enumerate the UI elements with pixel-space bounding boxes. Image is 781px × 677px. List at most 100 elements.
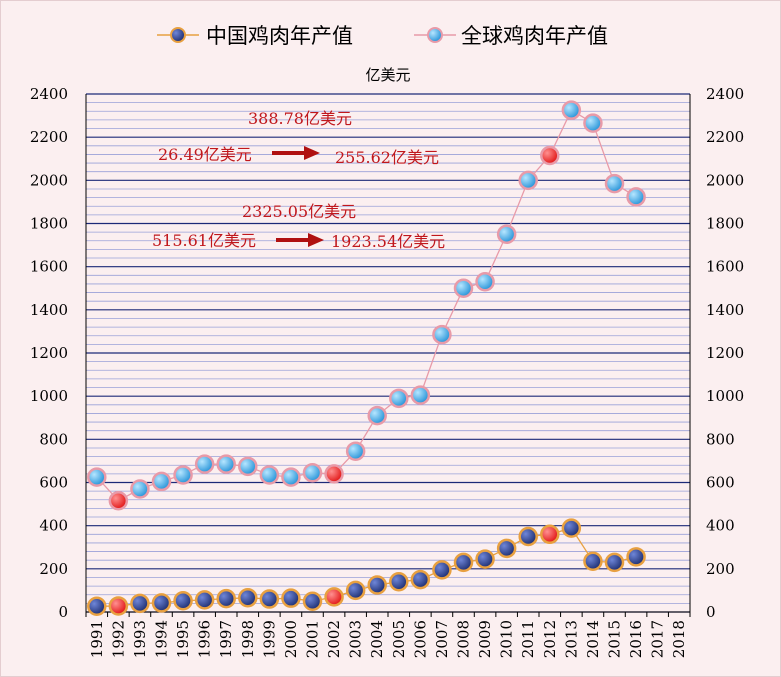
left-y-tick-label: 2000 [30,171,68,189]
highlighted-point-series1 [324,464,344,484]
arrow-world-annotation [276,233,324,247]
x-tick-label: 1996 [196,620,214,658]
left-y-tick-label: 1600 [30,258,68,276]
legend: 中国鸡肉年产值 全球鸡肉年产值 [157,24,608,48]
annotation-china-2013-value: 388.78亿美元 [248,109,352,128]
data-point-series0 [151,593,172,613]
data-point-series1 [238,456,258,477]
x-tick-label: 2001 [304,620,322,658]
annotation-china-2016-value: 255.62亿美元 [335,148,439,167]
data-point-series1 [259,465,280,485]
data-point-series0 [432,560,452,580]
series-line-1 [96,109,637,502]
left-y-tick-label: 1200 [30,344,68,362]
data-point-series1 [518,170,538,191]
left-y-tick-label: 1000 [30,387,68,405]
data-point-series0 [496,538,517,559]
data-point-series0 [87,596,107,617]
x-tick-label: 2014 [584,620,602,658]
unit-label: 亿美元 [365,66,410,84]
data-point-series0 [389,572,409,592]
x-tick-label: 1995 [174,620,192,658]
data-point-series0 [367,575,387,595]
data-point-series1 [453,278,474,298]
right-y-tick-label: 1600 [706,258,744,276]
legend-item-china: 中国鸡肉年产值 [157,24,353,48]
x-tick-label: 2007 [433,620,451,658]
data-point-series1 [281,467,301,487]
data-point-series1 [345,441,366,461]
data-point-series1 [410,385,431,405]
legend-label-world: 全球鸡肉年产值 [461,24,608,48]
data-point-series0 [216,588,236,609]
x-tick-label: 1997 [217,620,235,658]
right-y-tick-label: 2200 [706,128,744,146]
data-point-series1 [389,388,409,409]
x-tick-label: 1991 [88,620,106,658]
x-tick-label: 1998 [239,620,257,658]
x-axis: 1991 1992 1993 1994 1995 1996 1997 1998 1999 2000… [85,612,691,658]
x-tick-label: 1993 [131,620,149,658]
left-y-tick-label: 400 [39,517,68,535]
x-tick-label: 2013 [562,620,580,658]
data-point-series1 [561,100,582,120]
data-point-series0 [410,569,431,590]
series-markers [87,100,646,617]
legend-marker-world [427,27,443,43]
right-y-axis: 0 200 400 600 800 1000 1200 1400 1600 1800 2000 220… [706,85,744,621]
x-tick-label: 2015 [606,620,624,658]
data-point-series1 [626,187,646,207]
data-point-series0 [604,552,625,573]
left-y-tick-label: 800 [39,430,68,448]
right-y-tick-label: 400 [706,517,735,535]
left-y-axis: 0 200 400 600 800 1000 1200 1400 1600 1800 2000 220… [30,85,68,621]
data-point-series1 [130,479,150,499]
x-tick-label: 2018 [670,620,688,658]
x-tick-label: 2002 [325,620,343,658]
data-point-series1 [173,465,193,485]
data-point-series1 [475,272,495,292]
x-tick-label: 2008 [455,620,473,658]
left-y-tick-label: 1800 [30,215,68,233]
left-y-tick-label: 2200 [30,128,68,146]
right-y-tick-label: 1000 [706,387,744,405]
data-point-series1 [367,405,387,426]
right-y-tick-label: 2400 [706,85,744,103]
left-y-tick-label: 600 [39,474,68,492]
data-point-series1 [216,454,236,474]
data-point-series0 [626,547,646,567]
left-y-tick-label: 1400 [30,301,68,319]
data-point-series1 [496,224,517,245]
data-point-series0 [345,580,366,601]
right-y-tick-label: 1400 [706,301,744,319]
x-tick-label: 2010 [498,620,516,658]
legend-marker-china [170,27,186,43]
data-point-series1 [302,463,323,483]
data-point-series1 [583,113,603,133]
x-tick-label: 2003 [347,620,365,658]
annotation-world-2013-value: 2325.05亿美元 [242,202,356,221]
right-y-tick-label: 0 [706,603,716,621]
highlighted-point-series0 [108,596,129,616]
x-tick-label: 2006 [411,620,429,658]
data-point-series0 [238,588,258,608]
legend-item-world: 全球鸡肉年产值 [414,24,608,48]
x-tick-label: 2017 [649,620,667,658]
x-tick-label: 1994 [153,620,171,658]
data-point-series0 [561,518,582,538]
right-y-tick-label: 600 [706,474,735,492]
x-tick-label: 2009 [476,620,494,658]
highlighted-point-series0 [540,524,560,545]
data-point-series0 [259,589,280,609]
right-y-tick-label: 2000 [706,171,744,189]
left-y-tick-label: 200 [39,560,68,578]
data-point-series1 [432,324,452,345]
data-point-series0 [173,591,193,611]
data-point-series0 [194,590,215,610]
data-point-series0 [583,551,603,572]
highlighted-point-series0 [324,587,344,607]
data-point-series0 [475,549,495,569]
x-tick-label: 2000 [282,620,300,658]
